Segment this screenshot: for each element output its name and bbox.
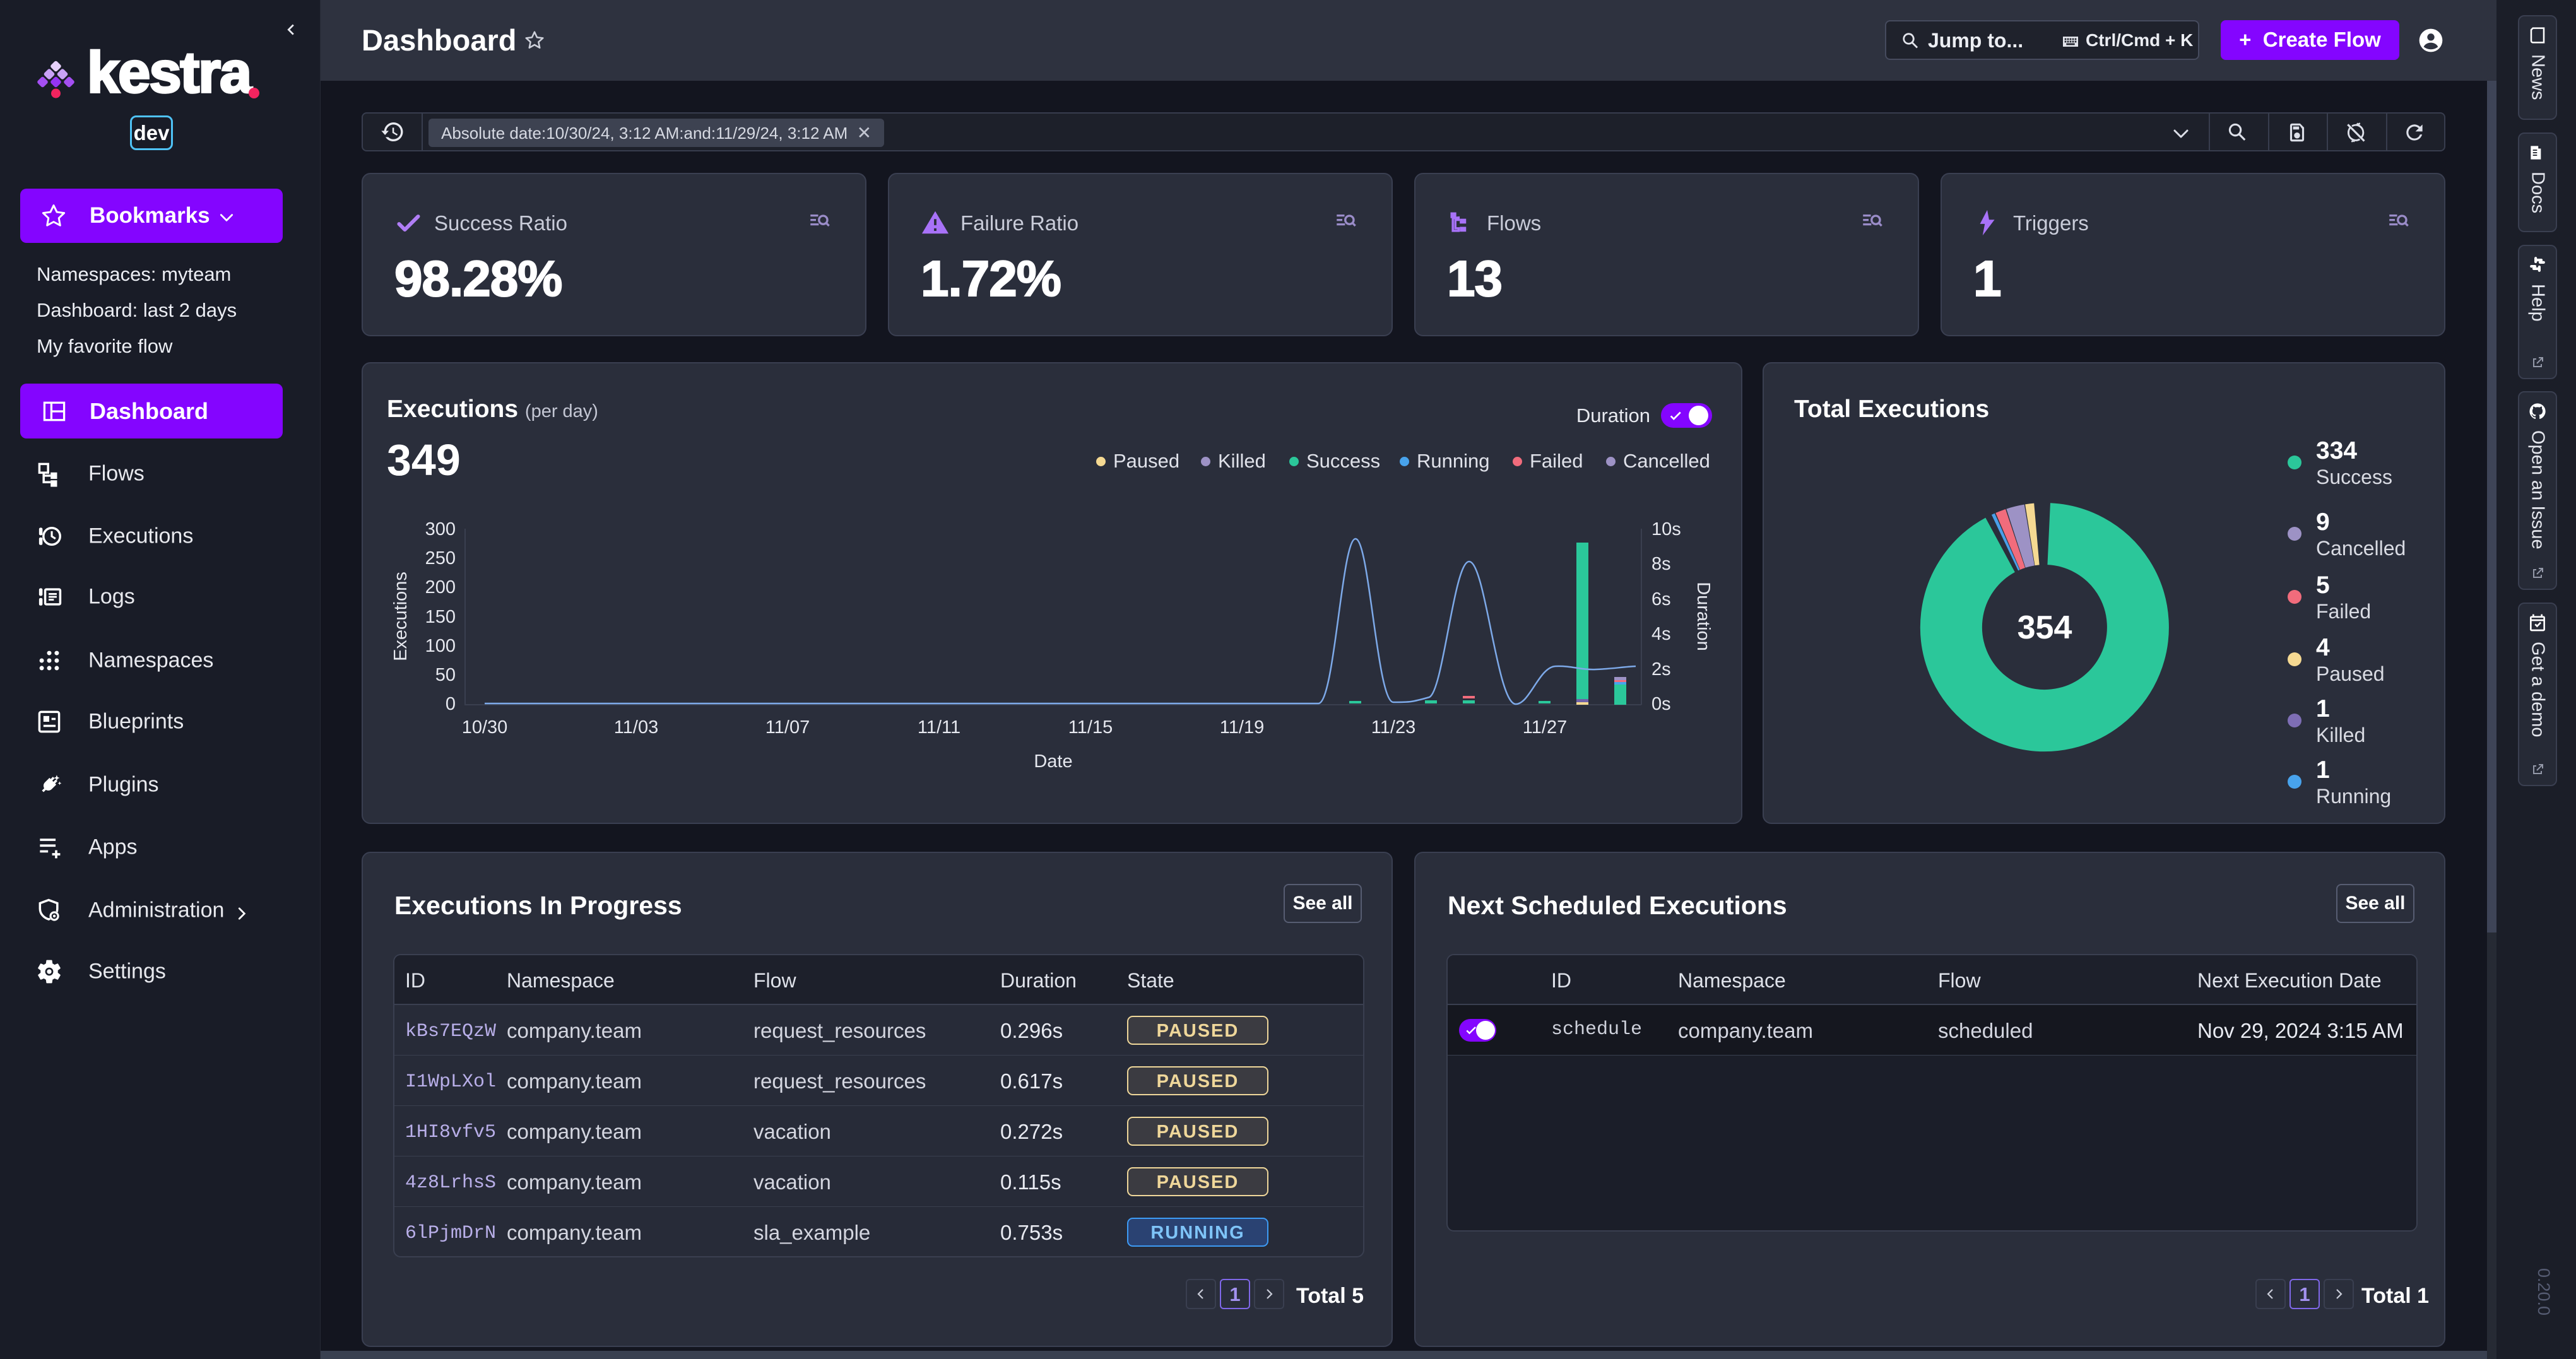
- svg-text:11/15: 11/15: [1068, 717, 1113, 738]
- svg-text:4s: 4s: [1651, 624, 1671, 644]
- svg-text:10/30: 10/30: [462, 717, 508, 738]
- svg-text:0: 0: [446, 694, 456, 714]
- svg-text:100: 100: [425, 636, 456, 656]
- svg-text:11/23: 11/23: [1371, 717, 1415, 738]
- svg-text:50: 50: [435, 665, 456, 685]
- svg-text:354: 354: [2018, 609, 2072, 646]
- svg-text:8s: 8s: [1651, 554, 1671, 574]
- svg-text:10s: 10s: [1651, 519, 1681, 539]
- svg-text:11/07: 11/07: [765, 717, 810, 738]
- svg-text:250: 250: [425, 548, 456, 568]
- svg-text:Date: Date: [1034, 751, 1072, 772]
- svg-text:11/03: 11/03: [614, 717, 658, 738]
- svg-text:0s: 0s: [1651, 694, 1671, 714]
- svg-text:11/27: 11/27: [1523, 717, 1567, 738]
- svg-text:Executions: Executions: [391, 572, 411, 661]
- svg-text:300: 300: [425, 519, 456, 539]
- svg-text:11/19: 11/19: [1220, 717, 1264, 738]
- svg-text:2s: 2s: [1651, 659, 1671, 680]
- svg-text:200: 200: [425, 577, 456, 597]
- svg-text:150: 150: [425, 607, 456, 627]
- svg-text:6s: 6s: [1651, 589, 1671, 609]
- svg-text:11/11: 11/11: [918, 717, 960, 738]
- svg-text:Duration: Duration: [1693, 582, 1713, 651]
